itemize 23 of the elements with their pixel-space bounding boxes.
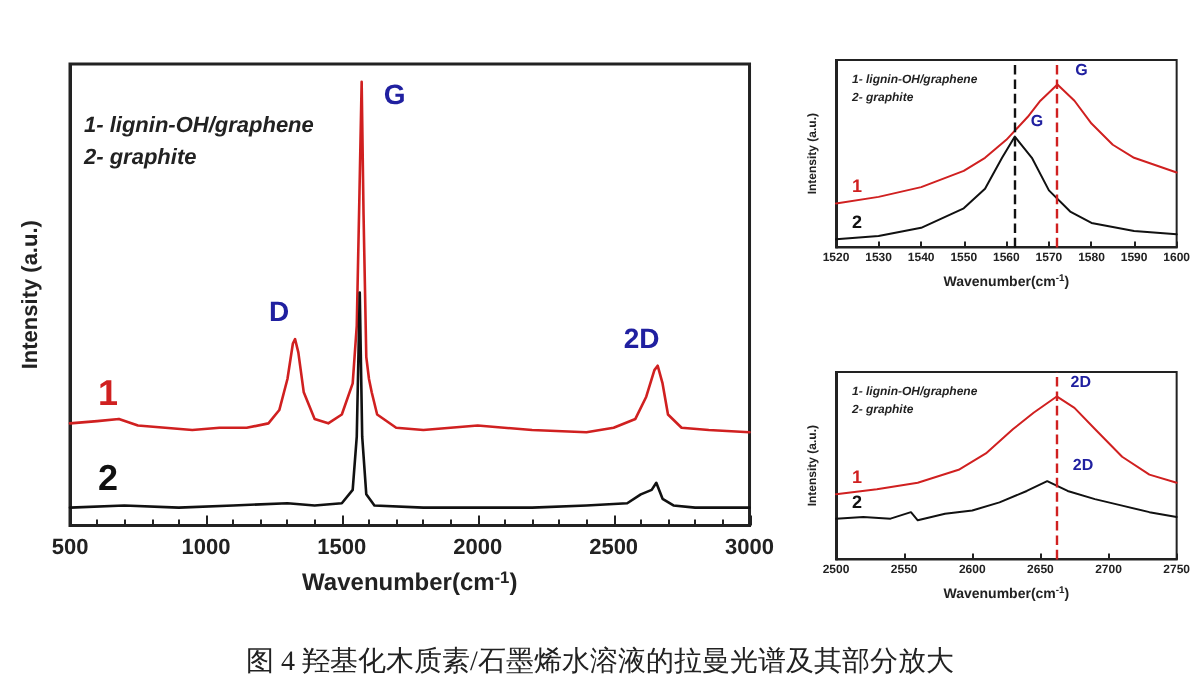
series-label: 1: [98, 373, 119, 414]
caption: 图 4 羟基化木质素/石墨烯水溶液的拉曼光谱及其部分放大: [244, 644, 956, 680]
annotation: G: [383, 77, 406, 110]
series-label: 2: [852, 212, 863, 233]
y-axis-title: Intensity (a.u.): [19, 219, 43, 370]
annotation: 2D: [1072, 456, 1094, 475]
x-tick-label: 1500: [317, 536, 367, 561]
x-tick-label: 1000: [181, 536, 231, 561]
annotation: 2D: [1070, 373, 1092, 392]
x-tick-label: 2000: [453, 536, 503, 561]
series-label: 2: [852, 491, 863, 512]
series-label: 1: [852, 467, 863, 488]
x-tick-label: 2500: [589, 536, 639, 561]
annotation: 2D: [623, 321, 660, 354]
series-label: 2: [98, 457, 119, 498]
x-tick-label: 500: [51, 536, 89, 561]
x-tick-label: 3000: [725, 536, 775, 561]
annotation: G: [1075, 61, 1088, 80]
series-label: 1: [852, 176, 863, 197]
annotation: 1- lignin-OH/graphene: [84, 114, 314, 138]
annotation: G: [1030, 111, 1044, 130]
annotation: D: [268, 295, 290, 328]
annotation: 2- graphite: [82, 146, 197, 170]
